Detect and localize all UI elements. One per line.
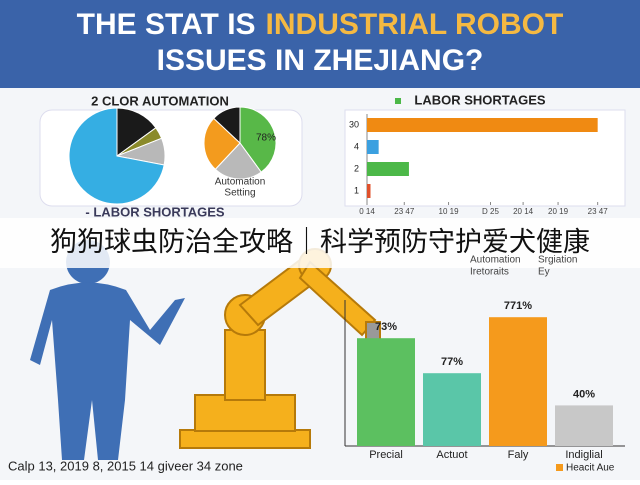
y-tick-label: 30 (349, 119, 359, 129)
title-part: THE STAT IS (77, 8, 256, 41)
x-tick-label: Actuot (436, 449, 467, 461)
bar (489, 317, 547, 446)
pie-caption: Automation (215, 177, 266, 188)
bar-annotation: 40% (573, 388, 595, 400)
bar (367, 118, 598, 132)
footer-text: Calp 13, 2019 8, 2015 14 giveer 34 zone (8, 458, 243, 473)
x-tick-label: 23 47 (588, 207, 609, 216)
bar (357, 338, 415, 446)
bar (367, 162, 409, 176)
x-tick-label: 23 47 (394, 207, 415, 216)
x-tick-label: 20 14 (513, 207, 534, 216)
legend-text: Heacit Aue (566, 463, 615, 474)
x-tick-label: D 25 (482, 207, 499, 216)
x-tick-label: Faly (508, 449, 529, 461)
x-tick-label: 10 19 (439, 207, 460, 216)
robot-arm (179, 248, 381, 449)
header-band (0, 0, 640, 88)
x-tick-label: 20 19 (548, 207, 569, 216)
x-tick-label: Precial (369, 449, 403, 461)
legend-text: Srgiation (538, 255, 577, 266)
title-line-2: ISSUES IN ZHEJIANG? (157, 44, 484, 77)
legend-text: Automation (470, 255, 521, 266)
y-tick-label: 4 (354, 141, 359, 151)
legend-text: Ey (538, 267, 550, 278)
y-tick-label: 1 (354, 185, 359, 195)
bar (555, 405, 613, 446)
pie-slice (68, 107, 165, 205)
bar-annotation: 771% (504, 300, 532, 312)
bar-annotation: 73% (375, 321, 397, 333)
legend-text: Iretoraits (470, 267, 509, 278)
bar (367, 140, 379, 154)
pie-slice (239, 106, 277, 173)
pie-slice (213, 106, 241, 145)
chart-title: 2 CLOR AUTOMATION (91, 93, 229, 108)
pie-caption: Setting (224, 188, 255, 199)
banner-text: 狗狗球虫防治全攻略｜科学预防守护爱犬健康 (50, 227, 590, 257)
title-bullet (395, 98, 401, 104)
pie-annotation: 78% (256, 133, 276, 144)
x-tick-label: Indiglial (565, 449, 602, 461)
section-label: - LABOR SHORTAGES (85, 204, 224, 219)
bar-annotation: 77% (441, 356, 463, 368)
title-part: INDUSTRIAL ROBOT (266, 8, 564, 41)
bar (423, 373, 481, 446)
bar (367, 184, 371, 198)
banner-bg (0, 218, 640, 268)
chart-title: LABOR SHORTAGES (414, 92, 546, 107)
title-line-1: THE STAT IS INDUSTRIAL ROBOT (77, 8, 564, 41)
x-tick-label: 0 14 (359, 207, 375, 216)
pie-slice (203, 117, 241, 170)
pie-slice (214, 142, 262, 180)
legend-swatch (556, 464, 563, 471)
y-tick-label: 2 (354, 163, 359, 173)
